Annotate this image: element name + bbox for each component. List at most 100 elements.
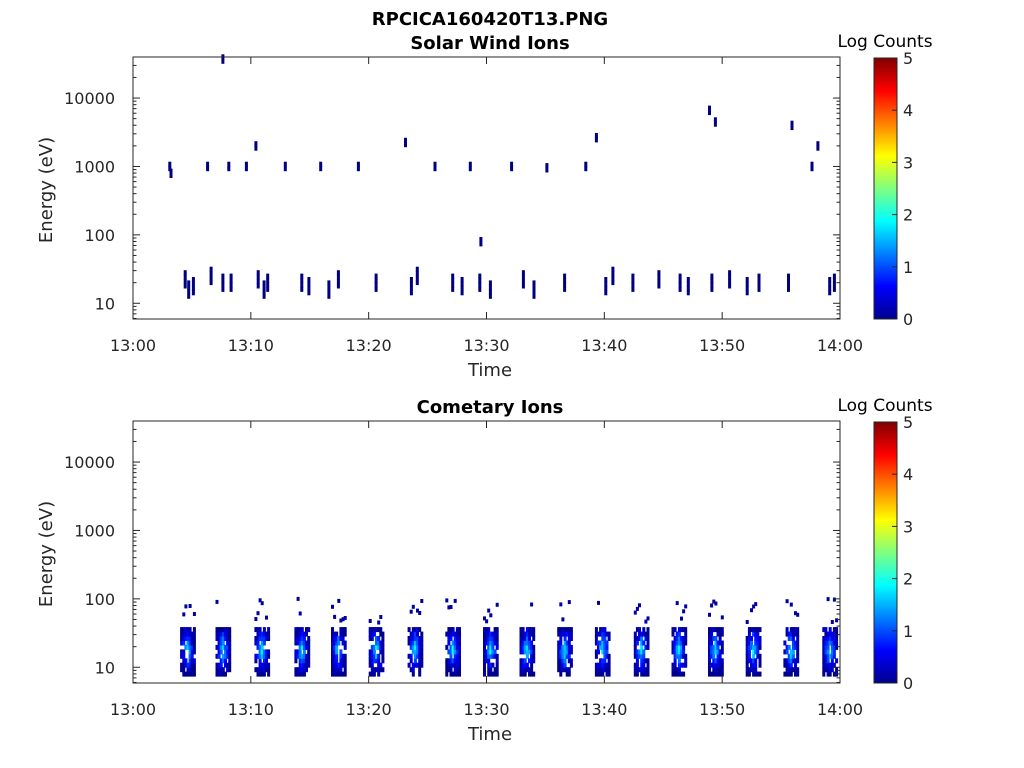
heatmap-cell [483,667,486,673]
heatmap-cell [835,618,839,623]
heatmap-cell [794,611,797,616]
heatmap-cell [712,653,716,659]
heatmap-cell [339,649,343,655]
heatmap-cell [407,653,411,659]
heatmap-cell [794,662,797,668]
heatmap-cell [530,644,534,650]
colorbar: Log Counts 0 1 2 3 4 5 [837,396,932,693]
heatmap-cell [718,631,722,637]
heatmap-cell [228,640,232,646]
heatmap-cell [296,640,300,646]
heatmap-cell [302,653,306,659]
heatmap-cell [370,662,374,668]
heatmap-cell [298,649,302,655]
y-tick-label: 100 [84,226,115,245]
heatmap-cell [487,644,491,650]
heatmap-cell [816,145,820,151]
heatmap-cell [226,644,230,650]
heatmap-cell [458,662,461,668]
heatmap-cell [335,649,339,655]
heatmap-cell [335,658,339,664]
heatmap-cell [635,640,639,646]
heatmap-cell [491,644,495,650]
heatmap-cell [638,627,641,633]
heatmap-cell [635,636,639,641]
heatmap-cell [607,636,611,641]
colorbar-tick-label: 1 [903,258,913,277]
heatmap-cell [826,658,830,664]
heatmap-cell [750,608,753,613]
heatmap-cell [416,662,419,668]
heatmap-cell [832,636,836,641]
heatmap-cell [445,631,449,637]
heatmap-cell [451,631,455,637]
heatmap-cell [447,605,451,610]
heatmap-cell [487,640,491,646]
heatmap-cell [379,615,383,619]
heatmap-cell [215,667,219,673]
heatmap-cell [633,649,637,655]
heatmap-cell [754,631,758,637]
heatmap-cell [794,658,797,664]
heatmap-cell [258,671,262,677]
heatmap-cell [493,671,497,677]
heatmap-cell [336,270,340,276]
heatmap-cell [224,671,227,677]
heatmap-cell [559,636,563,641]
heatmap-cell [370,631,374,637]
heatmap-cell [445,671,449,677]
heatmap-cell [657,270,661,276]
heatmap-cell [217,662,221,668]
heatmap-cell [563,273,567,279]
heatmap-cell [186,667,190,673]
heatmap-cell [420,599,424,603]
heatmap-cell [601,671,605,677]
heatmap-cell [832,282,836,288]
heatmap-cell [451,282,455,288]
heatmap-cell [489,653,493,659]
heatmap-cell [483,662,486,668]
heatmap-cell [335,631,339,637]
heatmap-cell [258,649,262,655]
heatmap-cell [416,653,419,659]
heatmap-cell [331,631,334,637]
heatmap-cell [449,662,453,668]
heatmap-cell [377,671,381,677]
heatmap-cell [561,627,565,633]
heatmap-cell [686,290,690,296]
y-tick-label: 10 [95,294,115,313]
x-tick-label: 14:00 [817,700,863,719]
colorbar-ticks: 0 1 2 3 4 5 [892,413,913,693]
heatmap-cell [794,644,797,650]
heatmap-cell [187,289,191,295]
heatmap-cell [333,667,337,673]
heatmap-cell [684,631,688,637]
heatmap-cell [830,653,834,659]
heatmap-cell [219,636,223,641]
heatmap-cell [528,631,531,637]
colorbar-gradient [873,57,898,320]
heatmap-cell [265,667,268,673]
heatmap-cell [300,627,304,633]
heatmap-cell [675,640,679,646]
heatmap-cell [219,649,223,655]
heatmap-cell [758,671,762,677]
heatmap-cell [646,662,650,668]
heatmap-cell [530,649,534,655]
heatmap-cell [828,636,832,641]
heatmap-cell [708,667,711,673]
heatmap-cell [714,627,718,633]
heatmap-cell [601,640,605,646]
heatmap-cell [832,627,836,633]
heatmap-cell [375,640,378,646]
heatmap-cell [718,667,722,673]
heatmap-cell [343,640,347,646]
heatmap-cell [335,636,339,641]
heatmap-cell [307,290,311,296]
heatmap-cell [445,667,449,673]
heatmap-cell [604,281,608,287]
heatmap-cell [228,649,232,655]
heatmap-cell [682,640,686,646]
heatmap-cell [708,105,711,111]
heatmap-cell [712,667,716,673]
